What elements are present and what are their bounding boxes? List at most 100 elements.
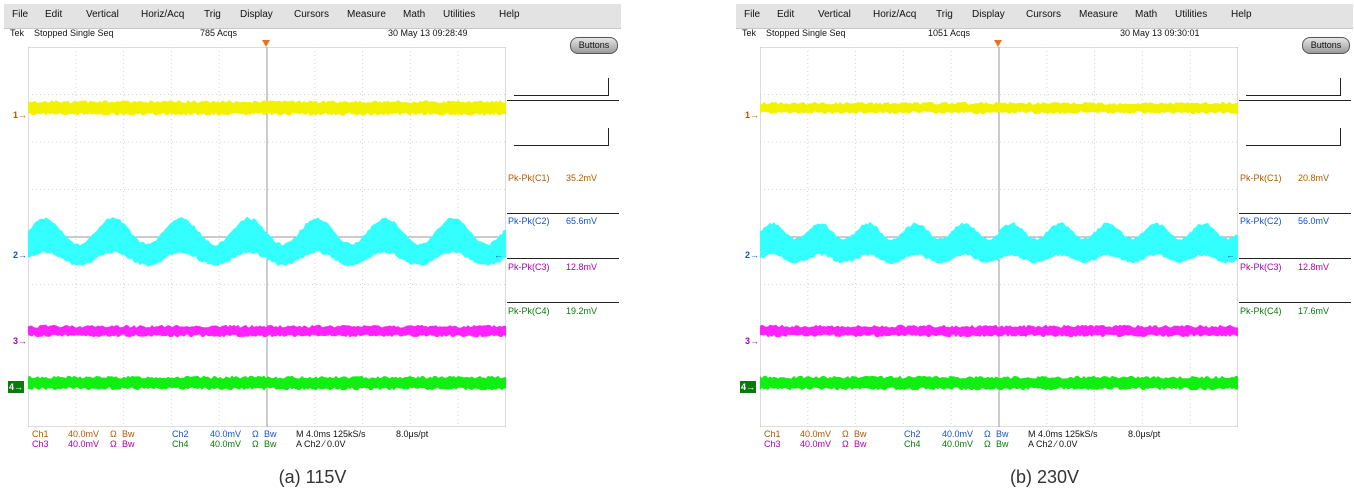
measurement-pkpk-c2[interactable]: Pk-Pk(C2) 65.6mV bbox=[508, 216, 598, 226]
ch3-coupling-icon: Ω bbox=[842, 439, 849, 449]
timebase[interactable]: M 4.0ms 125kS/s bbox=[296, 429, 366, 439]
ch3-coupling-icon: Ω bbox=[110, 439, 117, 449]
menu-measure[interactable]: Measure bbox=[347, 9, 386, 20]
ch1-scale[interactable]: 40.0mV bbox=[68, 429, 100, 439]
menu-cursors[interactable]: Cursors bbox=[1026, 9, 1062, 20]
oscilloscope-window-230v: File Edit Vertical Horiz/Acq Trig Displa… bbox=[736, 4, 1353, 449]
measurement-pkpk-c3[interactable]: Pk-Pk(C3) 12.8mV bbox=[1240, 262, 1330, 272]
measurement-pkpk-c3[interactable]: Pk-Pk(C3) 12.8mV bbox=[508, 262, 598, 272]
datetime: 30 May 13 09:28:49 bbox=[388, 28, 468, 38]
ch4-label[interactable]: Ch4 bbox=[172, 439, 189, 449]
menu-math[interactable]: Math bbox=[403, 9, 426, 20]
ch1-label[interactable]: Ch1 bbox=[32, 429, 49, 439]
ch4-level-marker[interactable]: 4→ bbox=[740, 381, 756, 393]
menu-cursors[interactable]: Cursors bbox=[294, 9, 330, 20]
measurement-divider bbox=[507, 100, 619, 101]
trigger-position-marker bbox=[262, 40, 270, 47]
ch3-scale[interactable]: 40.0mV bbox=[68, 439, 100, 449]
menu-file[interactable]: File bbox=[744, 9, 761, 20]
ch1-bw: Bw bbox=[854, 429, 867, 439]
menu-trig[interactable]: Trig bbox=[936, 9, 953, 20]
menu-math[interactable]: Math bbox=[1135, 9, 1158, 20]
menu-measure[interactable]: Measure bbox=[1079, 9, 1118, 20]
trigger-readout[interactable]: A Ch2 ⁄ 0.0V bbox=[1028, 439, 1078, 449]
ch2-waveform bbox=[28, 216, 506, 267]
ch4-waveform bbox=[760, 375, 1238, 391]
measurement-pkpk-c4[interactable]: Pk-Pk(C4) 19.2mV bbox=[508, 306, 598, 316]
measurement-divider bbox=[507, 213, 619, 214]
buttons-button[interactable]: Buttons bbox=[1302, 37, 1350, 54]
menu-utilities[interactable]: Utilities bbox=[443, 9, 476, 20]
ch2-level-marker[interactable]: 2→ bbox=[13, 250, 28, 260]
menu-help[interactable]: Help bbox=[1231, 9, 1252, 20]
ch1-label[interactable]: Ch1 bbox=[764, 429, 781, 439]
channel-settings-footer: Ch1 40.0mV Ω Bw Ch3 40.0mV Ω Bw Ch2 40.0… bbox=[4, 429, 621, 451]
menu-horiz-acq[interactable]: Horiz/Acq bbox=[873, 9, 917, 20]
status-tek: Tek bbox=[742, 28, 757, 38]
ch2-scale[interactable]: 40.0mV bbox=[210, 429, 242, 439]
ch1-waveform bbox=[28, 100, 506, 116]
acq-count: 785 Acqs bbox=[200, 28, 238, 38]
menu-file[interactable]: File bbox=[12, 9, 29, 20]
trigger-position-marker bbox=[994, 40, 1002, 47]
caption-b: (b) 230V bbox=[1009, 467, 1080, 487]
measurement-divider bbox=[1239, 100, 1351, 101]
ch4-scale[interactable]: 40.0mV bbox=[942, 439, 974, 449]
ch2-label[interactable]: Ch2 bbox=[904, 429, 921, 439]
menu-trig[interactable]: Trig bbox=[204, 9, 221, 20]
measurement-slot-empty bbox=[1246, 78, 1341, 96]
menu-help[interactable]: Help bbox=[499, 9, 520, 20]
ch3-label[interactable]: Ch3 bbox=[764, 439, 781, 449]
ch2-trigger-level-arrow[interactable]: ← bbox=[494, 250, 503, 260]
ch3-bw: Bw bbox=[122, 439, 135, 449]
ch2-label[interactable]: Ch2 bbox=[172, 429, 189, 439]
ch2-bw: Bw bbox=[264, 429, 277, 439]
status-mode: Stopped Single Seq bbox=[766, 28, 846, 38]
ch2-coupling-icon: Ω bbox=[252, 429, 259, 439]
status-mode: Stopped Single Seq bbox=[34, 28, 114, 38]
menu-edit[interactable]: Edit bbox=[45, 9, 63, 20]
measurement-pkpk-c2[interactable]: Pk-Pk(C2) 56.0mV bbox=[1240, 216, 1330, 226]
menu-vertical[interactable]: Vertical bbox=[86, 9, 119, 20]
menu-edit[interactable]: Edit bbox=[777, 9, 795, 20]
ch1-waveform bbox=[760, 101, 1238, 115]
ch3-level-marker[interactable]: 3→ bbox=[745, 336, 760, 346]
measurement-divider bbox=[507, 258, 619, 259]
menu-vertical[interactable]: Vertical bbox=[818, 9, 851, 20]
ch3-bw: Bw bbox=[854, 439, 867, 449]
status-line: Tek Stopped Single Seq 785 Acqs 30 May 1… bbox=[4, 28, 621, 41]
sample-resolution[interactable]: 8.0μs/pt bbox=[396, 429, 429, 439]
measurement-pkpk-c1[interactable]: Pk-Pk(C1) 35.2mV bbox=[508, 173, 598, 183]
ch3-level-marker[interactable]: 3→ bbox=[13, 336, 28, 346]
ch1-level-marker[interactable]: 1→ bbox=[13, 110, 28, 120]
measurement-pkpk-c1[interactable]: Pk-Pk(C1) 20.8mV bbox=[1240, 173, 1330, 183]
buttons-button[interactable]: Buttons bbox=[570, 37, 618, 54]
ch3-label[interactable]: Ch3 bbox=[32, 439, 49, 449]
ch3-scale[interactable]: 40.0mV bbox=[800, 439, 832, 449]
ch2-coupling-icon: Ω bbox=[984, 429, 991, 439]
menu-display[interactable]: Display bbox=[240, 9, 273, 20]
ch2-scale[interactable]: 40.0mV bbox=[942, 429, 974, 439]
sample-resolution[interactable]: 8.0μs/pt bbox=[1128, 429, 1161, 439]
menu-horiz-acq[interactable]: Horiz/Acq bbox=[141, 9, 185, 20]
ch4-coupling-icon: Ω bbox=[984, 439, 991, 449]
ch3-waveform bbox=[760, 324, 1238, 338]
measurement-pkpk-c4[interactable]: Pk-Pk(C4) 17.6mV bbox=[1240, 306, 1330, 316]
caption-a: (a) 115V bbox=[278, 467, 347, 487]
ch4-level-marker[interactable]: 4→ bbox=[8, 381, 24, 393]
ch1-scale[interactable]: 40.0mV bbox=[800, 429, 832, 439]
menu-bar: File Edit Vertical Horiz/Acq Trig Displa… bbox=[736, 4, 1353, 29]
timebase[interactable]: M 4.0ms 125kS/s bbox=[1028, 429, 1098, 439]
menu-display[interactable]: Display bbox=[972, 9, 1005, 20]
ch4-label[interactable]: Ch4 bbox=[904, 439, 921, 449]
menu-utilities[interactable]: Utilities bbox=[1175, 9, 1208, 20]
ch2-level-marker[interactable]: 2→ bbox=[745, 250, 760, 260]
ch2-trigger-level-arrow[interactable]: ← bbox=[1226, 250, 1235, 260]
ch1-coupling-icon: Ω bbox=[842, 429, 849, 439]
ch1-level-marker[interactable]: 1→ bbox=[745, 110, 760, 120]
ch4-waveform bbox=[28, 375, 506, 391]
ch4-bw: Bw bbox=[264, 439, 277, 449]
acq-count: 1051 Acqs bbox=[928, 28, 971, 38]
ch4-scale[interactable]: 40.0mV bbox=[210, 439, 242, 449]
trigger-readout[interactable]: A Ch2 ⁄ 0.0V bbox=[296, 439, 346, 449]
